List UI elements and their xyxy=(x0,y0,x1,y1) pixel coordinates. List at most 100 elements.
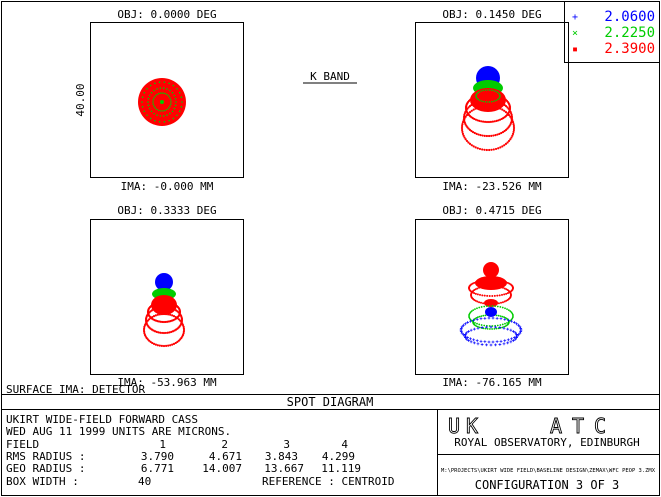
spot-dot xyxy=(491,328,494,330)
panel-box-4 xyxy=(415,219,569,375)
spot-dot xyxy=(476,106,479,109)
spot-dot xyxy=(503,129,506,133)
spot-dot xyxy=(154,107,157,109)
spot-dot xyxy=(174,97,177,100)
spot-dot xyxy=(503,280,506,283)
spot-dot xyxy=(511,313,514,316)
spot-dot xyxy=(158,109,160,112)
spot-dot xyxy=(152,103,155,105)
spot-dot xyxy=(503,109,506,112)
spot-dot xyxy=(461,124,464,128)
spot-dot xyxy=(479,134,482,137)
spot-dot xyxy=(461,128,464,132)
spot-dot xyxy=(488,148,491,152)
spot-dot xyxy=(501,315,504,318)
spot-dot xyxy=(472,108,475,111)
spot-dot xyxy=(490,105,493,108)
spot-dot xyxy=(182,325,185,328)
spot-dot xyxy=(487,134,491,138)
spot-dot xyxy=(149,84,152,87)
spot-dot xyxy=(504,128,508,131)
spot-dot xyxy=(151,341,154,345)
spot-dot xyxy=(168,82,170,85)
spot-core xyxy=(483,262,499,278)
spot-dot xyxy=(493,327,496,330)
spot-dot xyxy=(491,279,494,282)
spot-dot xyxy=(480,315,483,317)
spot-dot xyxy=(155,307,158,310)
spot-dot xyxy=(495,90,497,93)
spot-dot xyxy=(478,119,481,122)
spot-dot xyxy=(499,118,502,121)
spot-dot xyxy=(505,292,508,295)
spot-dot xyxy=(497,147,500,150)
spot-dot xyxy=(504,307,506,310)
spot-dot xyxy=(166,114,168,116)
spot-dot xyxy=(507,309,510,312)
spot-dot xyxy=(463,117,466,120)
spot-dot xyxy=(473,101,476,105)
spot-dot xyxy=(151,315,154,319)
spot-dot xyxy=(488,305,491,307)
spot-dot xyxy=(464,138,467,141)
spot-dot xyxy=(152,315,156,318)
spot-dot xyxy=(158,121,161,123)
spot-dot xyxy=(464,115,467,118)
spot-dot xyxy=(169,344,172,347)
spot-dot xyxy=(182,328,186,332)
spot-dot xyxy=(148,107,151,110)
panel-4-obj-label: OBJ: 0.4715 DEG xyxy=(442,204,541,217)
spot-dot xyxy=(506,112,509,115)
spot-dot xyxy=(485,134,489,138)
spot-dot xyxy=(478,323,481,326)
spot-dot xyxy=(475,95,477,97)
spot-dot xyxy=(497,327,500,330)
spot-dot xyxy=(488,279,491,282)
spot-dot xyxy=(481,100,483,102)
spot-dot xyxy=(146,114,148,117)
spot-dot xyxy=(158,81,161,83)
org-name: ROYAL OBSERVATORY, EDINBURGH xyxy=(454,436,639,449)
spot-dot xyxy=(163,81,166,83)
spot-dot xyxy=(173,94,176,97)
spot-dot xyxy=(162,92,164,94)
spot-dot xyxy=(477,100,480,103)
spot-dot xyxy=(169,89,171,92)
spot-dot xyxy=(509,310,512,313)
legend-marker-2: × xyxy=(572,28,578,39)
spot-dot xyxy=(182,327,185,330)
panel-2-ima-label: IMA: -23.526 MM xyxy=(442,180,542,193)
spot-dot xyxy=(482,285,485,288)
spot-dot xyxy=(467,141,470,144)
spot-dot xyxy=(160,110,162,112)
spot-dot xyxy=(476,147,479,150)
spot-dot xyxy=(169,105,171,107)
spot-core xyxy=(155,273,173,291)
spot-dot xyxy=(157,306,160,309)
spot-dot xyxy=(483,134,486,137)
spot-core xyxy=(151,295,177,315)
spot-dot xyxy=(487,92,491,96)
spot-dot xyxy=(164,344,168,348)
spot-dot xyxy=(153,89,155,92)
spot-dot xyxy=(468,111,472,114)
spot-dot xyxy=(164,109,166,112)
spot-dot xyxy=(175,101,177,103)
band-label: K BAND xyxy=(310,70,350,83)
spot-dot xyxy=(478,301,481,304)
spot-dot xyxy=(501,326,504,329)
spot-dot xyxy=(496,305,499,308)
panel-box-2 xyxy=(415,22,569,178)
spot-dot xyxy=(478,286,481,289)
spot-dot xyxy=(154,119,156,122)
spot-dot xyxy=(485,89,488,91)
spot-dot xyxy=(143,327,146,330)
spot-dot xyxy=(484,314,487,317)
box-size-label: 40.00 xyxy=(74,83,87,116)
spot-dot xyxy=(469,311,472,314)
spot-dot xyxy=(143,332,146,335)
spot-dot xyxy=(474,281,477,284)
spot-dot xyxy=(501,306,504,309)
spot-rays xyxy=(459,316,523,344)
spot-dot xyxy=(501,323,504,326)
